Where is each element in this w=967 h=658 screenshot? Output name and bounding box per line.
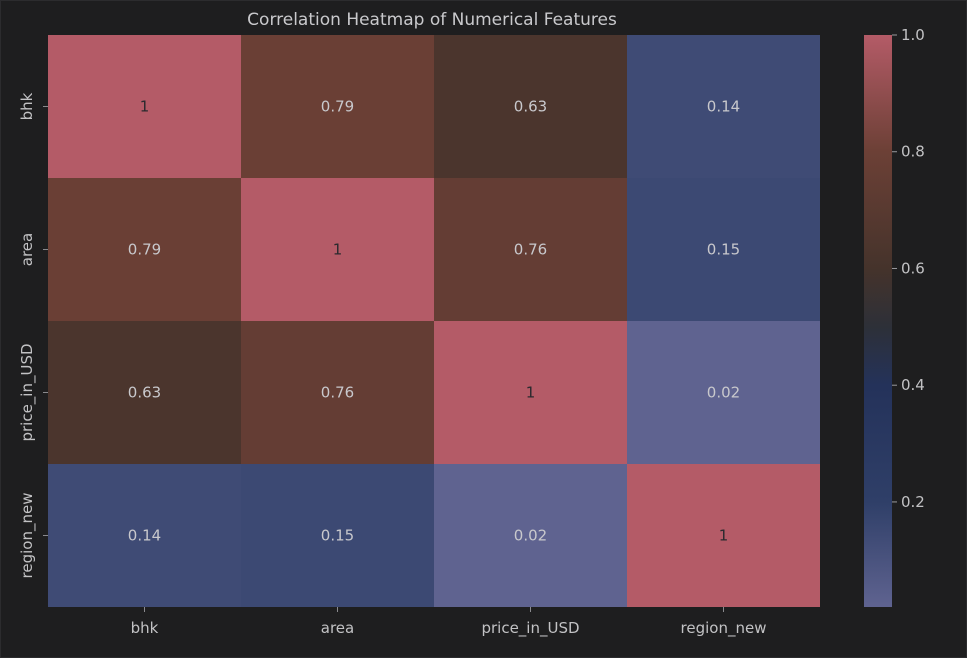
heatmap-cell	[434, 321, 627, 464]
colorbar-gradient	[864, 35, 892, 607]
cell-annotation: 0.02	[707, 384, 740, 402]
colorbar-tick-label: 1.0	[901, 26, 925, 44]
heatmap-cell	[627, 178, 820, 321]
cell-annotation: 1	[333, 241, 343, 259]
cell-annotation: 0.63	[514, 98, 547, 116]
cell-annotation: 0.79	[321, 98, 354, 116]
y-tick-label: region_new	[18, 493, 37, 579]
cell-annotation: 0.15	[707, 241, 740, 259]
cell-annotation: 0.14	[707, 98, 740, 116]
heatmap-cell	[434, 178, 627, 321]
cell-annotation: 0.15	[321, 527, 354, 545]
x-tick-label: bhk	[131, 619, 159, 637]
heatmap-cell	[434, 464, 627, 607]
heatmap-cell	[48, 464, 241, 607]
x-tick-labels: bhk area price_in_USD region_new	[131, 607, 767, 638]
heatmap-cell	[434, 35, 627, 178]
x-tick-label: region_new	[681, 619, 767, 638]
heatmap-cell	[48, 321, 241, 464]
y-tick-label: price_in_USD	[18, 343, 37, 441]
cell-annotation: 1	[719, 527, 729, 545]
heatmap-cell	[48, 35, 241, 178]
cell-annotation: 0.76	[514, 241, 547, 259]
colorbar-tick-label: 0.2	[901, 493, 925, 511]
cell-annotation: 0.79	[128, 241, 161, 259]
heatmap-cell	[241, 178, 434, 321]
heatmap-cell	[48, 178, 241, 321]
cell-annotation: 0.02	[514, 527, 547, 545]
heatmap-cells: 1 0.79 0.63 0.14 0.79 1 0.76 0.15 0.63 0.76 1 0.02 0…	[48, 35, 820, 607]
heatmap-cell	[241, 35, 434, 178]
heatmap-cell	[241, 321, 434, 464]
chart-title: Correlation Heatmap of Numerical Feature…	[247, 10, 617, 30]
heatmap-cell	[627, 35, 820, 178]
cell-annotation: 0.76	[321, 384, 354, 402]
colorbar-tick-label: 0.4	[901, 376, 925, 394]
x-tick-label: price_in_USD	[481, 619, 579, 638]
colorbar-tick-label: 0.8	[901, 143, 925, 161]
cell-annotation: 1	[526, 384, 536, 402]
colorbar: 0.2 0.4 0.6 0.8 1.0	[864, 26, 925, 607]
y-tick-label: area	[18, 233, 36, 266]
cell-annotation: 1	[140, 98, 150, 116]
heatmap-cell	[627, 464, 820, 607]
y-tick-labels: bhk area price_in_USD region_new	[18, 92, 48, 578]
x-tick-label: area	[321, 619, 354, 637]
colorbar-tick-label: 0.6	[901, 259, 925, 277]
y-tick-label: bhk	[18, 92, 36, 120]
cell-annotation: 0.63	[128, 384, 161, 402]
heatmap-cell	[241, 464, 434, 607]
cell-annotation: 0.14	[128, 527, 161, 545]
heatmap-cell	[627, 321, 820, 464]
